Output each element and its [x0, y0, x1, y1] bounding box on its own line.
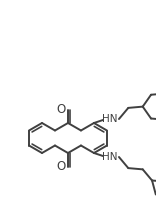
- Text: HN: HN: [102, 152, 118, 162]
- Text: HN: HN: [102, 114, 118, 124]
- Text: O: O: [57, 103, 66, 116]
- Text: O: O: [57, 160, 66, 173]
